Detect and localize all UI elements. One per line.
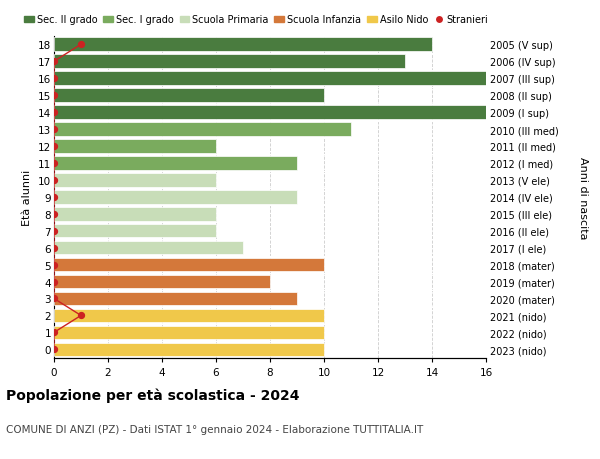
Bar	[54, 309, 324, 323]
Bar	[54, 174, 216, 187]
Bar	[54, 123, 351, 136]
Bar	[54, 207, 216, 221]
Bar	[54, 343, 324, 356]
Point	[49, 109, 59, 117]
Point	[49, 92, 59, 100]
Point	[49, 75, 59, 83]
Point	[49, 245, 59, 252]
Point	[76, 312, 86, 319]
Point	[49, 329, 59, 336]
Point	[49, 228, 59, 235]
Bar	[54, 157, 297, 170]
Legend: Sec. II grado, Sec. I grado, Scuola Primaria, Scuola Infanzia, Asilo Nido, Stran: Sec. II grado, Sec. I grado, Scuola Prim…	[25, 16, 488, 25]
Point	[49, 261, 59, 269]
Y-axis label: Anni di nascita: Anni di nascita	[578, 156, 589, 239]
Bar	[54, 241, 243, 255]
Bar	[54, 89, 324, 103]
Point	[76, 41, 86, 49]
Bar	[54, 140, 216, 153]
Bar	[54, 106, 513, 120]
Point	[49, 160, 59, 167]
Bar	[54, 224, 216, 238]
Point	[49, 58, 59, 66]
Y-axis label: Età alunni: Età alunni	[22, 169, 32, 225]
Bar	[54, 72, 513, 86]
Bar	[54, 39, 432, 52]
Point	[49, 278, 59, 285]
Bar	[54, 258, 324, 272]
Point	[49, 211, 59, 218]
Bar	[54, 292, 297, 306]
Point	[49, 295, 59, 302]
Bar	[54, 275, 270, 289]
Point	[49, 126, 59, 134]
Text: COMUNE DI ANZI (PZ) - Dati ISTAT 1° gennaio 2024 - Elaborazione TUTTITALIA.IT: COMUNE DI ANZI (PZ) - Dati ISTAT 1° genn…	[6, 425, 423, 435]
Point	[49, 194, 59, 201]
Point	[49, 346, 59, 353]
Bar	[54, 326, 324, 339]
Text: Popolazione per età scolastica - 2024: Popolazione per età scolastica - 2024	[6, 388, 299, 403]
Point	[49, 143, 59, 150]
Point	[49, 177, 59, 184]
Bar	[54, 56, 405, 69]
Bar	[54, 190, 297, 204]
